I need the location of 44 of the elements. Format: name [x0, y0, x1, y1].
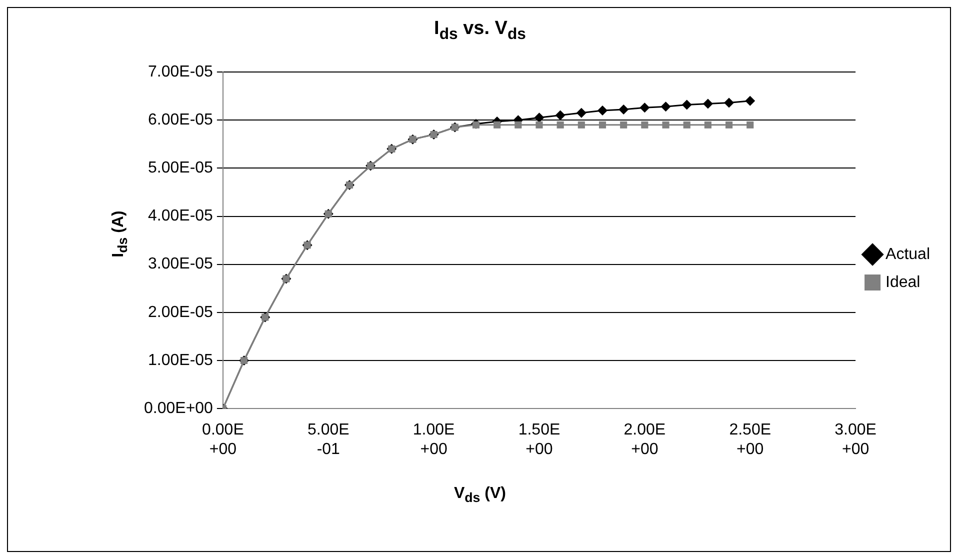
point: [534, 112, 544, 123]
point: [660, 102, 671, 112]
point: [578, 121, 585, 128]
point: [494, 121, 501, 128]
y-tick-label: 2.00E-05: [148, 304, 214, 321]
point: [536, 121, 543, 128]
point: [682, 100, 692, 110]
x-tick-label: 1.00E+00: [412, 422, 455, 458]
y-tick-label: 4.00E-05: [148, 208, 214, 225]
x-tick-label: 1.50E+00: [518, 422, 560, 458]
x-tick-label: 0.00E+00: [202, 422, 244, 458]
x-tick-label: 2.00E+00: [624, 422, 666, 458]
point: [683, 121, 690, 128]
point: [576, 108, 586, 118]
legend-label: Actual: [886, 246, 930, 263]
point: [555, 110, 566, 120]
point: [662, 121, 670, 128]
point: [704, 121, 712, 128]
y-tick-label: 0.00E+00: [144, 400, 214, 418]
point: [472, 121, 480, 128]
legend-label: Ideal: [886, 274, 920, 291]
point: [640, 102, 650, 113]
x-axis-title: V$_{ds}$ (V): [452, 485, 507, 506]
y-tick-label: 1.00E-05: [148, 352, 214, 369]
y-tick-label: 6.00E-05: [148, 111, 214, 128]
point: [724, 98, 734, 108]
point: [702, 98, 713, 109]
y-tick-label: 3.00E-05: [148, 256, 214, 273]
y-tick-label: 5.00E-05: [148, 160, 214, 177]
x-tick-label: 2.50E+00: [729, 422, 772, 458]
point: [641, 121, 648, 128]
point: [598, 121, 606, 128]
chart-title: I$_{ds}$ vs. V$_{ds}$: [433, 18, 527, 44]
x-tick-label: 5.00E-01: [307, 422, 350, 458]
x-tick-label: 3.00E+00: [834, 422, 876, 458]
point: [620, 121, 628, 128]
point: [514, 121, 522, 128]
point: [618, 104, 629, 115]
point: [556, 121, 564, 128]
y-tick-label: 7.00E-05: [148, 63, 214, 80]
point: [745, 96, 756, 106]
point: [598, 105, 608, 116]
point: [746, 121, 754, 128]
point: [725, 121, 733, 128]
